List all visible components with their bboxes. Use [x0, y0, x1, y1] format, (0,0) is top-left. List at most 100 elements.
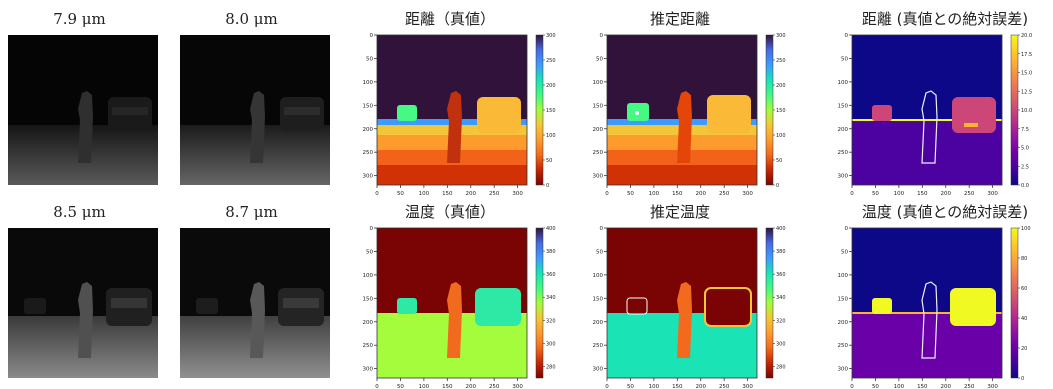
- heatmap-temperature-true-ytick-label: 300: [363, 367, 374, 373]
- heatmap-temperature-error-colorbar-tick-label: 20: [1021, 346, 1027, 352]
- heatmap-distance-estimated-ytick-label: 50: [596, 56, 603, 62]
- heatmap-distance-error: 0 50 100 150 200 250 300 0 50 100 150 200 250 300 0.0 2…: [838, 33, 1033, 196]
- heatmap-distance-true-colorbar-tick-label: 200: [546, 83, 556, 89]
- title-distance-estimated: 推定距離: [649, 10, 710, 28]
- heatmap-temperature-estimated-colorbar-tick-label: 400: [776, 226, 786, 232]
- heatmap-distance-error-xtick-label: 0: [850, 191, 854, 196]
- title-temperature-estimated: 推定温度: [649, 203, 710, 221]
- wavelength-title-4: 8.7 μm: [225, 203, 278, 221]
- heatmap-distance-error-colorbar-tick-label: 12.5: [1021, 89, 1032, 95]
- heatmap-distance-true-ytick-label: 100: [363, 80, 374, 86]
- heatmap-distance-true-colorbar-tick-label: 0: [546, 183, 549, 189]
- heatmap-temperature-estimated-ytick-label: 0: [600, 226, 604, 232]
- heatmap-temperature-estimated-frame: [606, 227, 758, 379]
- heatmap-distance-estimated-colorbar-tick-label: 0: [776, 183, 779, 189]
- heatmap-temperature-estimated-colorbar-tick-label: 320: [776, 318, 786, 324]
- heatmap-temperature-error-colorbar-tick-label: 60: [1021, 286, 1027, 292]
- heatmap-distance-error-colorbar-tick-label: 7.5: [1021, 127, 1029, 133]
- title-temperature-true: 温度（真値）: [404, 203, 495, 221]
- heatmap-distance-error-colorbar-tick-label: 5.0: [1021, 146, 1029, 152]
- heatmap-distance-estimated-xtick-label: 0: [605, 191, 609, 196]
- heatmap-distance-estimated-ytick-label: 0: [600, 33, 604, 39]
- heatmap-distance-error-colorbar-tick-label: 17.5: [1021, 52, 1032, 58]
- heatmap-temperature-error-colorbar-tick-label: 80: [1021, 256, 1027, 262]
- heatmap-distance-true-ytick-label: 0: [370, 33, 374, 39]
- heatmap-distance-error-xtick-label: 50: [872, 191, 879, 196]
- heatmap-temperature-true-colorbar-tick-label: 320: [546, 318, 556, 324]
- heatmap-temperature-estimated-ytick-label: 200: [593, 320, 604, 326]
- heatmap-temperature-true-ytick-label: 250: [363, 343, 374, 349]
- heatmap-temperature-error-ytick-label: 0: [845, 226, 849, 232]
- title-distance-true: 距離（真値）: [404, 10, 495, 28]
- heatmap-temperature-true-ytick-label: 50: [366, 249, 373, 255]
- heatmap-distance-true-colorbar-tick-label: 300: [546, 33, 556, 39]
- heatmap-distance-error-ytick-label: 200: [838, 127, 849, 133]
- heatmap-distance-true-colorbar-tick-label: 250: [546, 58, 556, 64]
- heatmap-distance-true-xtick-label: 250: [489, 191, 500, 196]
- heatmap-distance-estimated-xtick-label: 200: [696, 191, 707, 196]
- heatmap-temperature-true-ytick-label: 150: [363, 296, 374, 302]
- heatmap-temperature-true-ytick-label: 200: [363, 320, 374, 326]
- heatmap-temperature-true-colorbar-tick-label: 280: [546, 364, 556, 370]
- heatmap-temperature-error-ytick-label: 300: [838, 367, 849, 373]
- heatmap-distance-true-xtick-label: 300: [512, 191, 523, 196]
- heatmap-distance-estimated-ytick-label: 300: [593, 174, 604, 180]
- heatmap-distance-error-ytick-label: 50: [841, 56, 848, 62]
- heatmap-temperature-estimated-ytick-label: 150: [593, 296, 604, 302]
- heatmap-distance-estimated-colorbar-tick-label: 50: [776, 158, 782, 164]
- heatmap-temperature-estimated-colorbar-tick-label: 340: [776, 295, 786, 301]
- wavelength-title-2: 8.0 μm: [225, 10, 278, 28]
- heatmap-distance-true-ytick-label: 250: [363, 150, 374, 156]
- heatmap-distance-true-colorbar-tick-label: 100: [546, 133, 556, 139]
- heatmap-temperature-estimated-colorbar-tick-label: 360: [776, 272, 786, 278]
- heatmap-temperature-estimated-colorbar: [765, 227, 774, 379]
- heatmap-distance-error-colorbar-tick-label: 0.0: [1021, 183, 1029, 189]
- heatmap-distance-error-xtick-label: 150: [917, 191, 928, 196]
- heatmap-temperature-true-ytick-label: 100: [363, 273, 374, 279]
- heatmap-distance-error-colorbar-tick-label: 20.0: [1021, 33, 1032, 39]
- heatmap-distance-true-xtick-label: 200: [466, 191, 477, 196]
- heatmap-distance-estimated-colorbar-tick-label: 200: [776, 83, 786, 89]
- heatmap-temperature-error-ytick-label: 150: [838, 296, 849, 302]
- thermal-image-8-0um: [180, 35, 330, 185]
- heatmap-distance-estimated-colorbar-tick-label: 300: [776, 33, 786, 39]
- heatmap-distance-estimated-xtick-label: 50: [627, 191, 634, 196]
- heatmap-distance-estimated-frame: [606, 34, 758, 186]
- heatmap-distance-true-colorbar-tick-label: 50: [546, 158, 552, 164]
- heatmap-temperature-error-ytick-label: 250: [838, 343, 849, 349]
- heatmap-distance-error-frame: [851, 34, 1003, 186]
- heatmap-distance-true-xtick-label: 100: [419, 191, 430, 196]
- heatmap-temperature-error: 0 50 100 150 200 250 3000501001502002503000204…: [838, 226, 1031, 389]
- heatmap-distance-error-xtick-label: 300: [987, 191, 998, 196]
- heatmap-temperature-estimated-ytick-label: 100: [593, 273, 604, 279]
- heatmap-temperature-error-colorbar: [1010, 227, 1019, 379]
- heatmap-distance-true-ytick-label: 300: [363, 174, 374, 180]
- heatmap-temperature-error-colorbar-tick-label: 100: [1021, 226, 1031, 232]
- heatmap-distance-error-xtick-label: 250: [964, 191, 975, 196]
- thermal-image-8-5um: [8, 228, 158, 378]
- heatmap-distance-true-xtick-label: 0: [375, 191, 379, 196]
- heatmap-temperature-error-colorbar-tick-label: 0: [1021, 376, 1024, 382]
- heatmap-distance-estimated-ytick-label: 250: [593, 150, 604, 156]
- heatmap-temperature-error-ytick-label: 100: [838, 273, 849, 279]
- heatmap-distance-true-colorbar: [535, 34, 544, 186]
- heatmap-temperature-estimated-colorbar-tick-label: 300: [776, 341, 786, 347]
- heatmap-distance-estimated-colorbar: [765, 34, 774, 186]
- heatmap-temperature-estimated-ytick-label: 300: [593, 367, 604, 373]
- heatmap-temperature-estimated-colorbar-tick-label: 280: [776, 364, 786, 370]
- heatmap-temperature-true-ytick-label: 0: [370, 226, 374, 232]
- heatmap-temperature-estimated-ytick-label: 250: [593, 343, 604, 349]
- heatmap-distance-estimated: 0 50 100 150 200 250 300 0 50 100 150 200 250 300 0 50 1…: [593, 33, 786, 196]
- heatmap-distance-error-ytick-label: 250: [838, 150, 849, 156]
- heatmap-distance-error-ytick-label: 300: [838, 174, 849, 180]
- heatmap-distance-true-ytick-label: 50: [366, 56, 373, 62]
- wavelength-title-1: 7.9 μm: [53, 10, 106, 28]
- heatmap-temperature-error-colorbar-tick-label: 40: [1021, 316, 1027, 322]
- heatmap-distance-error-ytick-label: 100: [838, 80, 849, 86]
- heatmap-distance-true-ytick-label: 200: [363, 127, 374, 133]
- heatmap-distance-true-colorbar-tick-label: 150: [546, 108, 556, 114]
- heatmap-distance-error-colorbar: [1010, 34, 1019, 186]
- heatmap-temperature-estimated-colorbar-tick-label: 380: [776, 249, 786, 255]
